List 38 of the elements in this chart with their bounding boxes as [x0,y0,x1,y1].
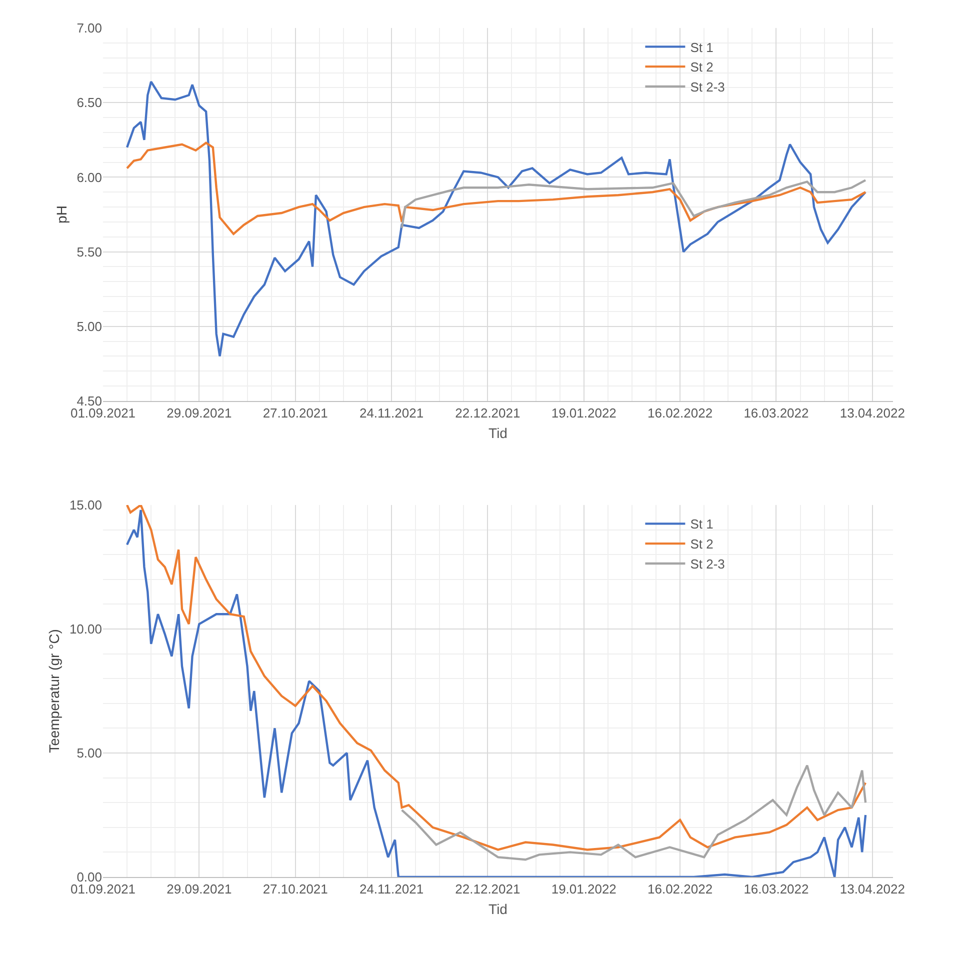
x-tick-label: 24.11.2021 [359,882,424,897]
y-tick-label: 5.00 [76,318,102,334]
x-tick-label: 22.12.2021 [455,406,520,421]
x-tick-label: 19.01.2022 [551,406,616,421]
x-tick-label: 29.09.2021 [166,882,232,897]
x-tick-label: 27.10.2021 [262,882,328,897]
x-axis-title: Tid [488,424,508,441]
legend-label: St 2-3 [690,80,725,95]
x-tick-label: 16.03.2022 [744,882,809,897]
y-tick-label: 7.00 [76,20,102,36]
y-tick-label: 15.00 [69,498,102,513]
legend-label: St 2 [690,536,714,552]
x-tick-label: 13.04.2022 [840,882,905,897]
x-tick-label: 16.02.2022 [648,882,713,897]
x-tick-label: 13.04.2022 [840,406,905,421]
line-series [126,142,867,235]
legend-label: St 1 [690,40,714,55]
y-tick-label: 6.00 [76,170,102,185]
x-tick-label: 16.02.2022 [648,406,713,421]
x-tick-label: 27.10.2021 [262,406,328,421]
y-tick-label: 5.50 [76,244,102,260]
y-axis-title: pH [53,206,70,224]
line-series [400,179,867,230]
legend-label: St 2-3 [690,556,725,572]
x-tick-label: 24.11.2021 [359,406,424,421]
line-series [400,764,867,861]
legend-label: St 2 [690,60,714,75]
x-tick-label: 16.03.2022 [744,406,809,421]
x-tick-label: 29.09.2021 [166,406,232,421]
x-tick-label: 19.01.2022 [551,882,616,897]
x-axis-title: Tid [488,900,508,917]
y-tick-label: 10.00 [69,622,102,637]
x-tick-label: 22.12.2021 [455,882,520,897]
y-axis-title: Teemperatur (gr °C) [46,629,62,753]
y-tick-label: 6.50 [76,95,102,110]
legend-label: St 1 [690,516,714,532]
y-tick-label: 5.00 [76,746,102,761]
line-series [126,80,867,358]
